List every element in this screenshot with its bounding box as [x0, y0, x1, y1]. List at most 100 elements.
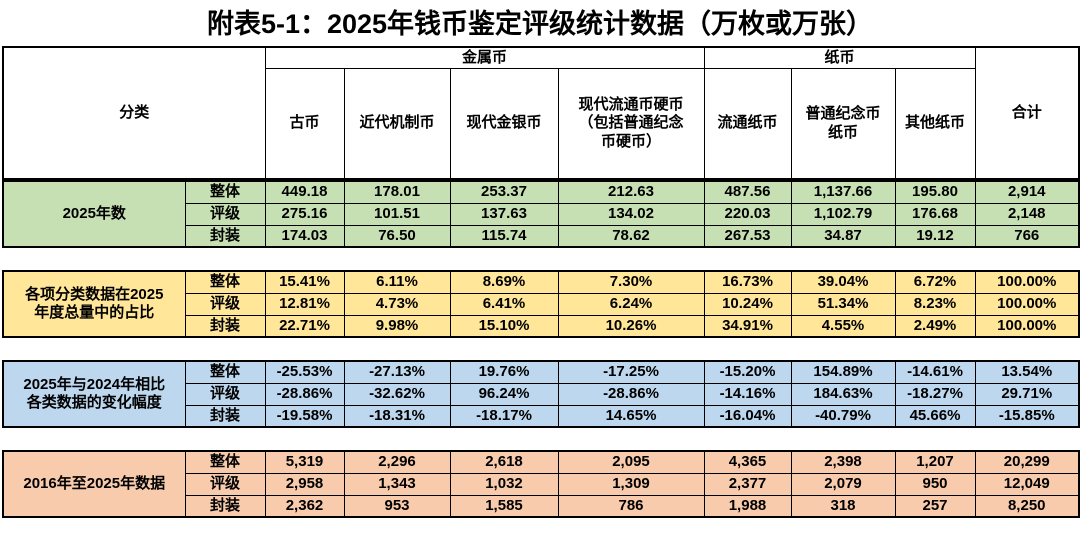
- data-cell: -15.20%: [703, 360, 792, 384]
- data-cell: 9.98%: [343, 314, 451, 338]
- data-cell: -28.86%: [264, 382, 345, 406]
- category-cell: 2025年与2024年相比 各类数据的变化幅度: [2, 360, 186, 428]
- data-cell: 950: [894, 472, 976, 496]
- data-cell: 134.02: [557, 202, 705, 226]
- column-header-commemorative-banknotes: 普通纪念币 纸币: [790, 67, 896, 180]
- data-cell: 19.76%: [449, 360, 559, 384]
- data-cell: 12.81%: [264, 292, 345, 316]
- data-cell: 101.51: [343, 202, 451, 226]
- data-cell: 267.53: [703, 224, 792, 248]
- data-cell: 2.49%: [894, 314, 976, 338]
- data-cell: 5,319: [264, 450, 345, 474]
- data-cell: 100.00%: [974, 292, 1080, 316]
- data-cell: 2,914: [974, 180, 1080, 204]
- data-cell: 2,618: [449, 450, 559, 474]
- column-header-modern-gold-silver-coins: 现代金银币: [449, 67, 559, 180]
- data-cell: 115.74: [449, 224, 559, 248]
- data-cell: 766: [974, 224, 1080, 248]
- page-title: 附表5-1：2025年钱币鉴定评级统计数据（万枚或万张）: [206, 9, 874, 39]
- row-label-cell: 评级: [184, 472, 266, 496]
- data-cell: 195.80: [894, 180, 976, 204]
- data-cell: 29.71%: [974, 382, 1080, 406]
- data-cell: 4,365: [703, 450, 792, 474]
- row-label-cell: 封装: [184, 314, 266, 338]
- data-cell: -40.79%: [790, 404, 896, 428]
- data-cell: 19.12: [894, 224, 976, 248]
- row-label-cell: 评级: [184, 382, 266, 406]
- data-cell: -32.62%: [343, 382, 451, 406]
- data-cell: -25.53%: [264, 360, 345, 384]
- category-cell: 2016年至2025年数据: [2, 450, 186, 518]
- data-cell: -28.86%: [557, 382, 705, 406]
- group-header-metal-coins: 金属币: [264, 46, 705, 69]
- category-cell: 各项分类数据在2025 年度总量中的占比: [2, 270, 186, 338]
- data-cell: 34.91%: [703, 314, 792, 338]
- data-cell: 4.55%: [790, 314, 896, 338]
- data-cell: 8.69%: [449, 270, 559, 294]
- row-label-cell: 封装: [184, 224, 266, 248]
- column-header-total: 合计: [974, 46, 1080, 180]
- row-label-cell: 整体: [184, 180, 266, 204]
- data-cell: 154.89%: [790, 360, 896, 384]
- corner-cell-category: 分类: [2, 46, 266, 180]
- data-cell: 22.71%: [264, 314, 345, 338]
- data-cell: 34.87: [790, 224, 896, 248]
- data-cell: 212.63: [557, 180, 705, 204]
- data-cell: 2,377: [703, 472, 792, 496]
- data-cell: 1,585: [449, 494, 559, 518]
- column-header-circulating-banknotes: 流通纸币: [703, 67, 792, 180]
- block-yoy-change: 2025年与2024年相比 各类数据的变化幅度 整体 -25.53% -27.1…: [2, 360, 1080, 429]
- data-cell: 449.18: [264, 180, 345, 204]
- row-label-cell: 整体: [184, 360, 266, 384]
- data-cell: 487.56: [703, 180, 792, 204]
- column-header-machine-struck-coins: 近代机制币: [343, 67, 451, 180]
- data-cell: -18.27%: [894, 382, 976, 406]
- data-cell: -17.25%: [557, 360, 705, 384]
- data-cell: 6.41%: [449, 292, 559, 316]
- data-cell: 6.72%: [894, 270, 976, 294]
- data-cell: 100.00%: [974, 270, 1080, 294]
- data-cell: 15.41%: [264, 270, 345, 294]
- block-2025-counts: 2025年数 整体 449.18 178.01 253.37 212.63 48…: [2, 180, 1080, 249]
- data-cell: 78.62: [557, 224, 705, 248]
- data-cell: 318: [790, 494, 896, 518]
- data-cell: -15.85%: [974, 404, 1080, 428]
- data-cell: 2,148: [974, 202, 1080, 226]
- data-cell: 39.04%: [790, 270, 896, 294]
- row-label-cell: 评级: [184, 292, 266, 316]
- data-cell: -14.61%: [894, 360, 976, 384]
- data-cell: 1,207: [894, 450, 976, 474]
- data-cell: 253.37: [449, 180, 559, 204]
- data-cell: 1,988: [703, 494, 792, 518]
- data-cell: -27.13%: [343, 360, 451, 384]
- data-cell: 14.65%: [557, 404, 705, 428]
- data-cell: 257: [894, 494, 976, 518]
- data-cell: 1,032: [449, 472, 559, 496]
- data-cell: 20,299: [974, 450, 1080, 474]
- column-header-other-banknotes: 其他纸币: [894, 67, 976, 180]
- data-cell: 1,102.79: [790, 202, 896, 226]
- data-cell: 178.01: [343, 180, 451, 204]
- data-cell: 953: [343, 494, 451, 518]
- category-cell: 2025年数: [2, 180, 186, 248]
- data-cell: 2,362: [264, 494, 345, 518]
- data-cell: 100.00%: [974, 314, 1080, 338]
- column-header-ancient-coins: 古币: [264, 67, 345, 180]
- data-cell: 176.68: [894, 202, 976, 226]
- data-cell: 6.24%: [557, 292, 705, 316]
- data-cell: -16.04%: [703, 404, 792, 428]
- row-label-cell: 封装: [184, 494, 266, 518]
- data-cell: 1,309: [557, 472, 705, 496]
- data-cell: 96.24%: [449, 382, 559, 406]
- data-cell: 2,296: [343, 450, 451, 474]
- data-cell: 275.16: [264, 202, 345, 226]
- data-cell: 7.30%: [557, 270, 705, 294]
- data-cell: 1,137.66: [790, 180, 896, 204]
- data-cell: 174.03: [264, 224, 345, 248]
- data-cell: 184.63%: [790, 382, 896, 406]
- data-cell: 13.54%: [974, 360, 1080, 384]
- data-cell: 137.63: [449, 202, 559, 226]
- data-cell: 2,095: [557, 450, 705, 474]
- block-2016-2025-totals: 2016年至2025年数据 整体 5,319 2,296 2,618 2,095…: [2, 450, 1080, 519]
- data-cell: 2,958: [264, 472, 345, 496]
